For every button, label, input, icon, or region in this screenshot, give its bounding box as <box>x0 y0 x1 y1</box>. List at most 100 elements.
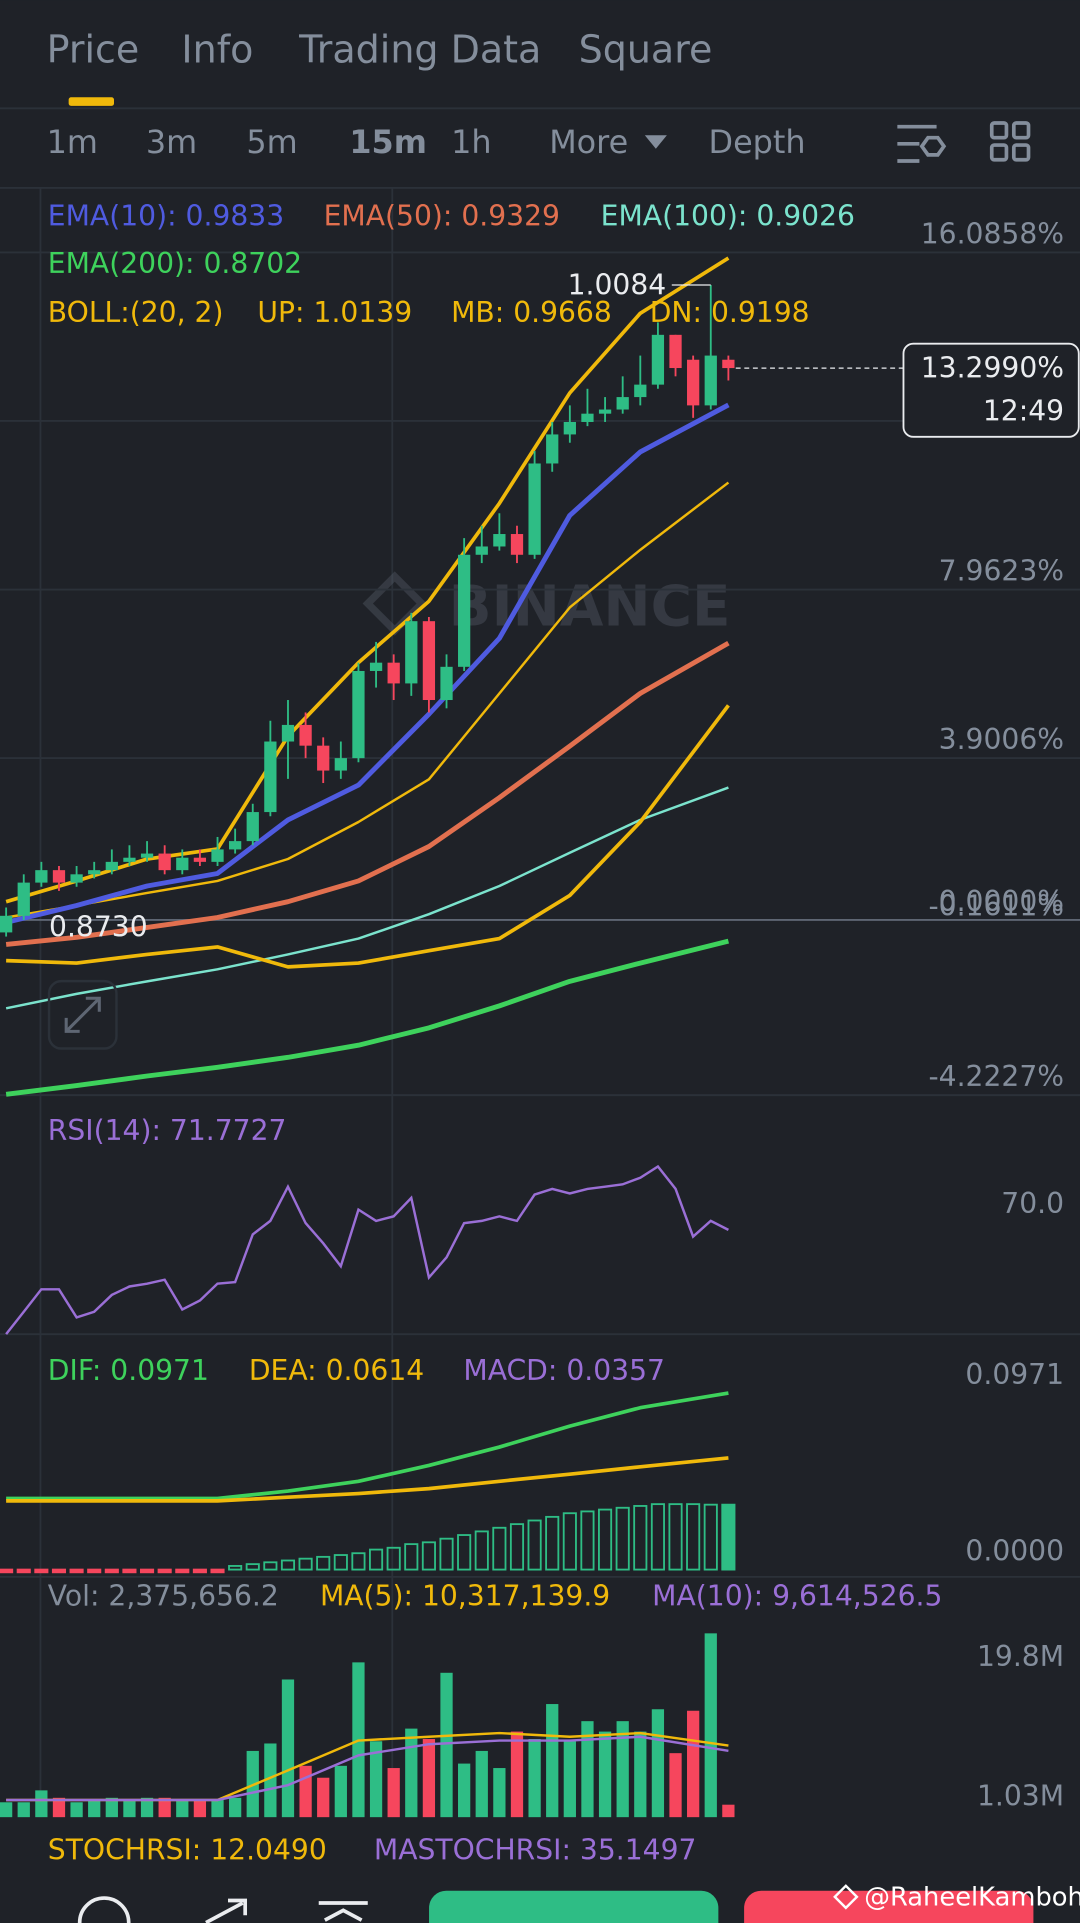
macd-bar <box>580 1510 595 1571</box>
legend-entry: BOLL:(20, 2) <box>48 296 224 329</box>
macd-bar <box>615 1506 630 1571</box>
volume-bar <box>458 1763 471 1818</box>
candle-body <box>651 334 665 385</box>
macd-bar <box>650 1503 665 1571</box>
legend-entry: EMA(50): 0.9329 <box>324 199 560 232</box>
macd-bar <box>0 1568 14 1574</box>
volume-bar <box>546 1704 559 1818</box>
volume-bar <box>158 1797 171 1818</box>
macd-bar <box>316 1555 331 1571</box>
volume-bar <box>176 1800 189 1818</box>
macd-bar <box>509 1523 525 1571</box>
candle-body <box>35 870 48 883</box>
candle-body <box>704 355 717 406</box>
volume-bar <box>88 1800 101 1818</box>
dropdown-arrow <box>644 135 667 149</box>
indicator-line <box>5 402 730 925</box>
tab[interactable]: Price <box>47 27 140 71</box>
indicator-settings-icon[interactable] <box>897 124 947 163</box>
interval[interactable]: 1m <box>47 123 98 161</box>
header: Price Info Trading Data Square 1m 3m 5m … <box>0 27 1080 189</box>
macd-bar <box>404 1543 419 1571</box>
more-menu[interactable]: More <box>549 123 628 161</box>
volume-bar <box>704 1633 717 1818</box>
volume-bar <box>35 1790 48 1818</box>
macd-bar <box>369 1548 384 1571</box>
macd-bar <box>245 1563 260 1571</box>
annotation: 1.0084 <box>568 268 667 301</box>
candle-body <box>281 724 295 742</box>
indicator-line <box>5 938 730 1097</box>
annotation: -0.1611% <box>928 890 1064 923</box>
indicator-label: DEA: 0.0614 <box>249 1354 424 1387</box>
y-tick-label: 1.03M <box>977 1780 1064 1813</box>
candle-body <box>722 359 735 369</box>
candle-body <box>669 334 682 369</box>
candle-body <box>634 384 647 398</box>
volume-bar <box>229 1797 242 1818</box>
candle-body <box>405 621 418 684</box>
macd-bar <box>263 1561 278 1571</box>
expand-icon <box>64 996 101 1033</box>
macd-bar <box>545 1515 560 1571</box>
candle-body <box>422 621 436 701</box>
countdown: 12:49 <box>983 394 1064 427</box>
macd-bar <box>562 1512 577 1571</box>
alert-icon[interactable] <box>318 1901 368 1922</box>
interval[interactable]: 15m <box>349 123 427 161</box>
candle-body <box>211 849 224 862</box>
volume-bar <box>405 1728 418 1818</box>
layout-icon[interactable] <box>989 121 1031 162</box>
macd-bar <box>703 1503 718 1571</box>
rsi-line <box>5 1164 729 1335</box>
macd-bar <box>210 1568 225 1574</box>
volume-bar <box>510 1731 524 1818</box>
candle-body <box>17 882 30 916</box>
legend-entry: EMA(10): 0.9833 <box>48 199 284 232</box>
macd-bar <box>280 1559 296 1571</box>
plot: 16.0858%12.07.9623%3.9006%0.0000%-4.2227… <box>0 199 1080 1818</box>
tab[interactable]: Info <box>181 27 253 71</box>
macd-bar <box>598 1508 613 1571</box>
volume-bar <box>475 1750 488 1818</box>
macd-bar <box>474 1530 489 1571</box>
depth-tab[interactable]: Depth <box>709 123 806 161</box>
legend-entry: EMA(200): 0.8702 <box>48 247 302 280</box>
indicator-label: Vol: 2,375,656.2 <box>48 1580 279 1613</box>
candle-body <box>563 421 576 435</box>
volume-bar <box>440 1672 453 1818</box>
tab[interactable]: Square <box>579 27 713 71</box>
candle-body <box>458 554 471 667</box>
legend-entry: UP: 1.0139 <box>257 296 412 329</box>
sell-button[interactable] <box>744 1890 1034 1923</box>
macd-bar <box>492 1526 507 1571</box>
indicator-line <box>5 256 730 904</box>
interval[interactable]: 3m <box>146 123 197 161</box>
interval[interactable]: 5m <box>246 123 297 161</box>
y-tick-label: 3.9006% <box>939 723 1064 756</box>
macd-bar <box>527 1519 542 1571</box>
volume-bar <box>0 1802 13 1818</box>
candle-body <box>158 853 171 871</box>
bottom-bar: @RaheelKamboh <box>77 1883 1080 1923</box>
expand-button[interactable] <box>47 979 118 1050</box>
volume-bar <box>669 1753 682 1818</box>
volume-bar <box>616 1721 629 1818</box>
buy-button[interactable] <box>429 1890 719 1923</box>
indicator-line <box>5 481 730 919</box>
macd-bar <box>633 1505 648 1571</box>
candle-body <box>528 463 541 555</box>
candle-body <box>0 915 13 933</box>
volume-bar <box>70 1802 83 1818</box>
candle-body <box>317 745 330 771</box>
volume-bar <box>105 1797 118 1818</box>
macd-bar <box>16 1568 31 1574</box>
interval[interactable]: 1h <box>451 123 491 161</box>
macd-bar <box>157 1568 172 1574</box>
candle-body <box>387 662 400 684</box>
macd-line <box>6 1456 729 1503</box>
share-icon[interactable] <box>205 1898 248 1923</box>
tab[interactable]: Trading Data <box>298 27 541 71</box>
